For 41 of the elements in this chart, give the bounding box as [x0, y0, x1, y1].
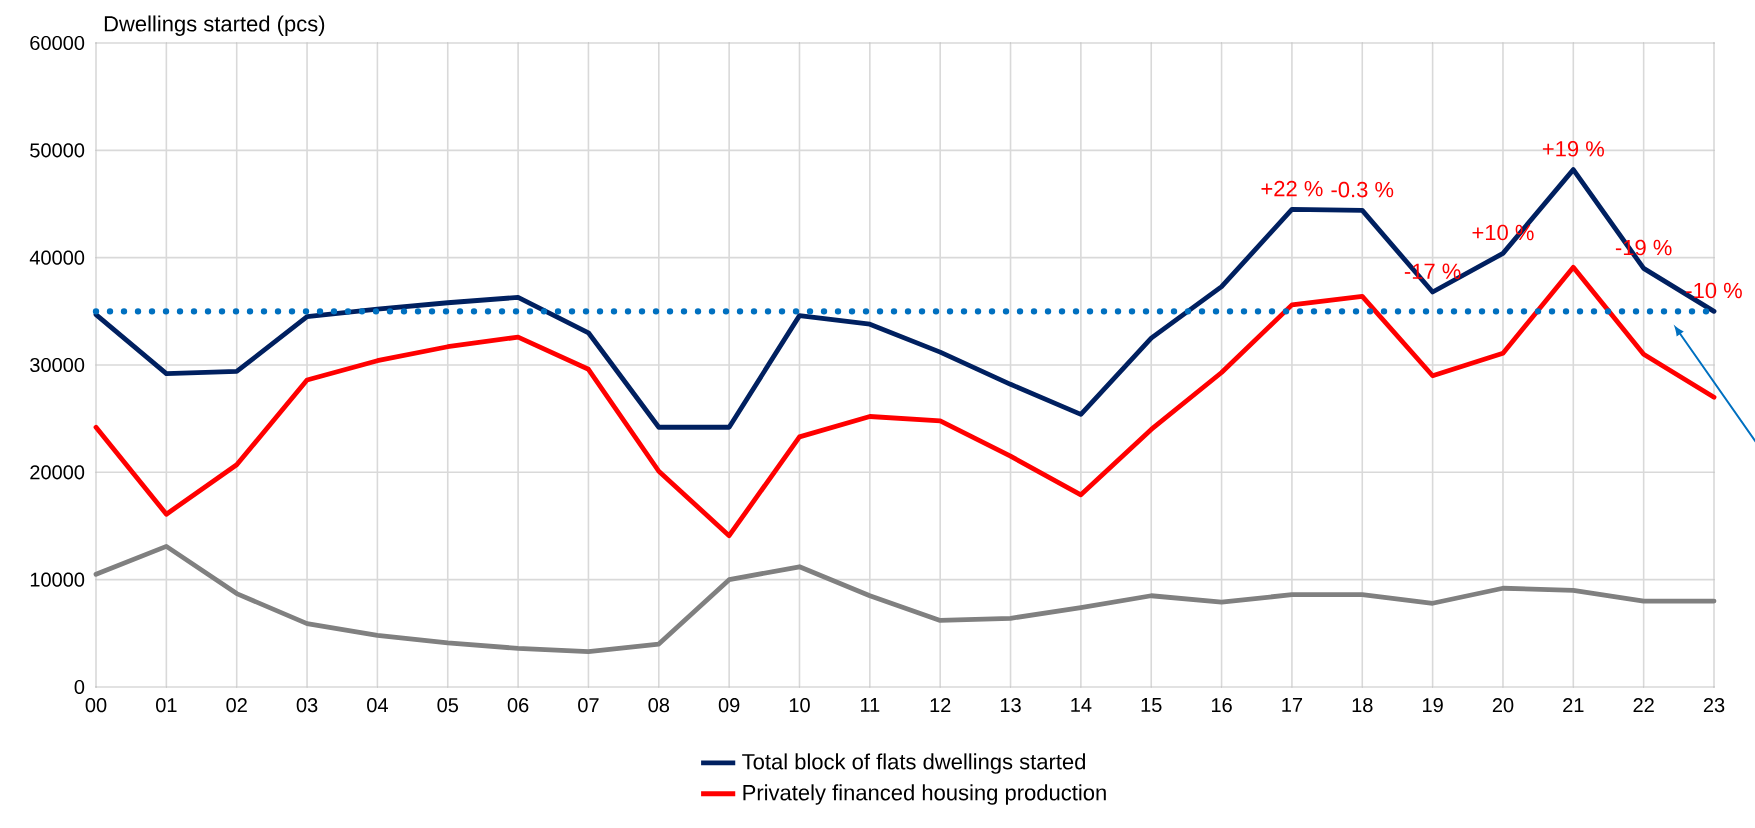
x-tick-label: 04 — [367, 698, 388, 713]
y-tick-label: 0 — [74, 679, 85, 695]
y-tick-label: 60000 — [30, 35, 85, 51]
y-tick-label: 30000 — [30, 357, 85, 373]
annotation: +22 % — [1261, 180, 1323, 197]
annotation: +19 % — [1542, 141, 1604, 157]
y-tick-label: 20000 — [30, 465, 85, 480]
x-tick-label: 22 — [1633, 698, 1654, 713]
x-tick-label: 18 — [1352, 698, 1373, 713]
x-tick-label: 06 — [507, 698, 529, 713]
x-tick-label: 09 — [718, 698, 740, 713]
y-tick-label: 40000 — [29, 250, 85, 265]
x-tick-label: 15 — [1141, 698, 1162, 712]
line-series — [93, 264, 1717, 539]
line-series — [93, 543, 1717, 654]
x-tick-label: 13 — [1000, 698, 1021, 713]
x-tick-label: 21 — [1563, 698, 1584, 713]
x-tick-label: 17 — [1282, 698, 1303, 712]
x-tick-label: 02 — [226, 698, 247, 713]
x-tick-label: 11 — [860, 698, 880, 712]
y-tick-label: 10000 — [30, 572, 85, 587]
x-tick-label: 20 — [1492, 698, 1514, 713]
x-tick-label: 08 — [648, 698, 670, 713]
x-tick-label: 00 — [85, 698, 107, 713]
x-tick-label: 12 — [930, 698, 951, 713]
x-tick-label: 14 — [1071, 698, 1092, 712]
x-tick-label: 01 — [156, 698, 177, 713]
x-tick-label: 23 — [1703, 698, 1725, 713]
x-tick-label: 07 — [578, 698, 599, 713]
annotation: -0.3 % — [1331, 181, 1394, 198]
x-tick-label: 10 — [789, 698, 810, 713]
x-tick-label: 03 — [296, 698, 318, 713]
legend-label: Total block of flats dwellings started — [742, 753, 1086, 774]
annotation: -10 % — [1686, 282, 1742, 299]
y-tick-label: 50000 — [30, 143, 85, 158]
x-tick-label: 19 — [1423, 698, 1443, 713]
x-tick-label: 16 — [1211, 698, 1232, 713]
legend-label: Privately financed housing production — [743, 784, 1106, 805]
line-series — [93, 167, 1717, 430]
x-tick-label: 05 — [437, 698, 459, 713]
y-axis-title: Dwellings started (pcs) — [104, 15, 325, 36]
